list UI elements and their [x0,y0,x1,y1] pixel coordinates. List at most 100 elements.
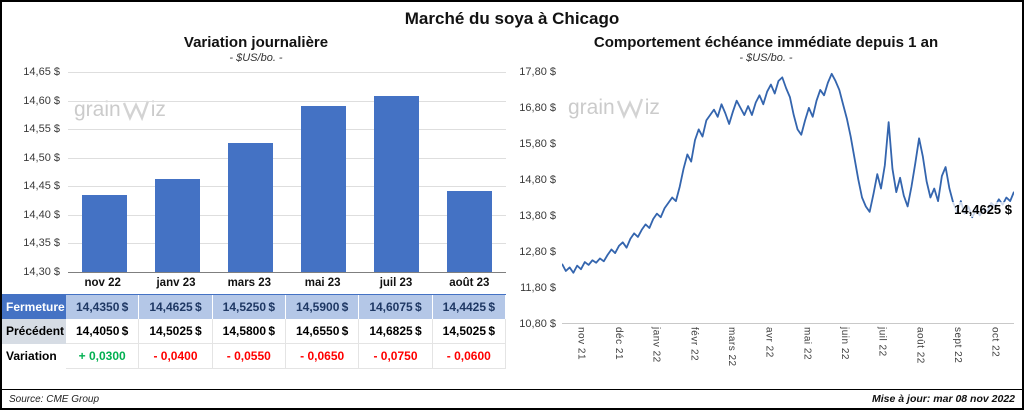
line-chart-title: Comportement échéance immédiate depuis 1… [593,34,939,51]
cell-unit: $ [194,324,202,338]
update-date: Mise à jour: mar 08 nov 2022 [872,393,1015,405]
table-cell: 14,4350 $ [66,295,140,319]
bar [154,179,201,272]
table-cell: + 0,0300 [66,344,140,369]
y-axis-tick-label: 16,80 $ [519,102,556,114]
cell-unit: $ [488,324,495,338]
table-cell: 14,4050 $ [66,319,140,344]
gridline [68,214,506,216]
table-cell: 14,5025 $ [432,319,506,344]
bar [81,194,128,272]
x-axis-tick: janv 22 [637,324,675,374]
y-axis-tick-label: 14,35 $ [23,237,60,250]
line-chart-panel: Comportement échéance immédiate depuis 1… [510,31,1022,374]
row-label: Variation [2,344,66,369]
x-axis-tick: déc 21 [600,324,638,374]
x-axis-tick: mars 22 [713,324,751,374]
x-axis-tick-label: janv 22 [650,327,662,363]
month-label: juil 23 [379,277,413,289]
cell-unit: $ [268,300,275,314]
cell-value: 14,6825 [369,324,413,338]
gridline [68,157,506,159]
cell-value: 14,4425 [442,300,487,314]
x-axis-tick-label: févr 22 [688,327,700,362]
cell-value: 14,6075 [369,300,413,314]
cell-value: 14,4625 [149,300,193,314]
y-axis-tick-label: 14,40 $ [23,208,60,221]
cell-unit: $ [121,324,129,338]
y-axis-tick-label: 14,60 $ [23,94,60,107]
price-table: Fermeture 14,4350 $14,4625 $14,5250 $14,5900… [2,294,510,369]
bar-chart-x-axis: nov 22 janv 23 mars 23 mai 23 juil 23 août 23 [2,272,506,294]
table-row: Variation + 0,0300 - 0,0400 - 0,0550 - 0,065… [2,344,506,369]
cell-value: 14,5025 [149,324,193,338]
gridline [68,72,506,73]
y-axis-tick-label: 10,80 $ [519,318,556,330]
table-cell: - 0,0600 [432,344,506,369]
y-axis-tick-label: 17,80 $ [519,66,556,78]
x-axis-tick-label: déc 21 [613,327,624,361]
cell-unit: $ [414,300,422,314]
bar-slot [360,72,433,272]
source-note: Source: CME Group [9,393,100,405]
table-cell: 14,6075 $ [359,295,433,319]
last-price-annotation: 14,4625 $ [952,202,1014,218]
table-cell: - 0,0400 [139,344,213,369]
cell-value: 14,4050 [76,324,120,338]
x-axis-tick: juil 22 [863,324,901,374]
line-chart-canvas [562,72,1014,324]
bar [300,106,347,272]
cell-value: + 0,0300 [78,349,126,363]
x-axis-tick-label: sept 22 [952,327,964,364]
y-axis-tick-label: 14,80 $ [519,174,556,186]
bar [373,96,420,272]
month-label: nov 22 [84,277,121,289]
x-axis-tick-label: mai 22 [801,327,813,361]
y-axis-tick-label: 12,80 $ [519,246,556,258]
cell-value: 14,5800 [222,324,267,338]
y-axis-tick-label: 14,55 $ [23,123,60,136]
table-cell: 14,5025 $ [139,319,213,344]
line-chart-subtitle: - $US/bo. - [739,52,793,64]
bar [227,143,274,272]
bar-chart-plot: grain iz 14,65 $14,60 $14,55 $14,50 $14,4… [2,66,510,278]
gridline [68,129,506,131]
cell-value: - 0,0550 [226,349,271,363]
cell-value: 14,5900 [296,300,340,314]
cell-unit: $ [268,324,275,338]
x-axis-tick-label: nov 21 [575,327,587,361]
x-axis-tick: mai 22 [788,324,826,374]
y-axis-tick-label: 14,65 $ [23,66,60,78]
x-axis-tick-label: juin 22 [839,327,851,360]
x-axis-tick: nov 21 [562,324,600,374]
table-cell: - 0,0650 [286,344,360,369]
line-chart-plot-area: grain iz 14,4625 $ 17,80 $16,80 $15,80 $1… [510,66,1014,330]
cell-unit: $ [414,324,422,338]
table-row: Fermeture 14,4350 $14,4625 $14,5250 $14,5900… [2,294,506,319]
x-axis-tick-label: mars 22 [726,327,738,367]
month-label: août 23 [449,277,490,289]
page-title: Marché du soya à Chicago [404,9,620,28]
y-axis-tick-label: 13,80 $ [519,210,556,222]
gridline [68,243,506,245]
bar-slot [68,72,141,272]
y-axis-tick-label: 14,45 $ [23,180,60,193]
x-axis-tick-label: juil 22 [876,327,888,357]
x-axis-tick: oct 22 [976,324,1014,374]
row-label: Fermeture [2,295,66,319]
table-cell: 14,4425 $ [432,295,506,319]
bars-container [68,72,506,272]
month-label: mars 23 [227,277,272,289]
cell-value: 14,5025 [442,324,487,338]
x-axis-tick: avr 22 [750,324,788,374]
table-cell: 14,6825 $ [359,319,433,344]
y-axis-tick-label: 15,80 $ [519,138,556,150]
table-cell: - 0,0750 [359,344,433,369]
content-row: Variation journalière - $US/bo. - grain i… [2,31,1022,374]
cell-value: - 0,0650 [300,349,345,363]
cell-unit: $ [488,300,495,314]
x-axis-tick: sept 22 [939,324,977,374]
x-axis-tick-label: août 22 [914,327,926,364]
table-cell: - 0,0550 [212,344,286,369]
bar [446,190,493,272]
